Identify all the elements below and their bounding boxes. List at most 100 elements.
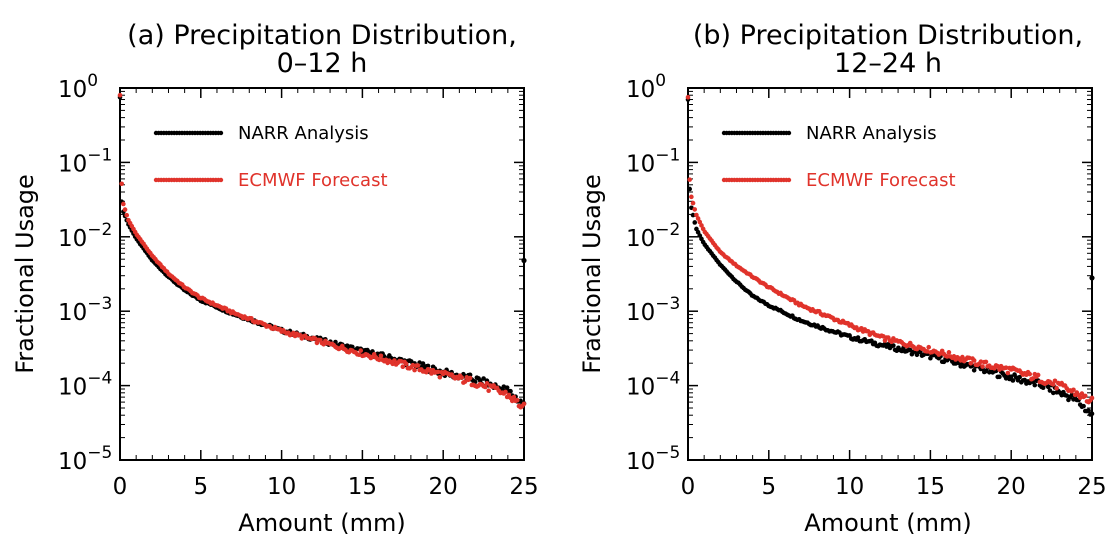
series-ecmwf [685, 95, 1095, 405]
panel-a-series [117, 92, 527, 410]
panel-a-legend-ecmwf-label: ECMWF Forecast [238, 170, 388, 191]
panel-b-subtitle: 12–24 h [834, 48, 942, 79]
data-point [971, 367, 977, 373]
y-tick-label: 10−2 [58, 220, 112, 252]
x-tick-label: 20 [429, 474, 458, 500]
y-tick-label: 100 [626, 71, 666, 103]
data-point [1054, 385, 1059, 391]
x-tick-label: 10 [835, 474, 864, 500]
panel-a-y-axis-label: Fractional Usage [11, 174, 39, 374]
data-point [1008, 374, 1014, 379]
series-ecmwf [117, 92, 527, 410]
data-point [1082, 393, 1088, 399]
panel-a: (a) Precipitation Distribution, 0–12 h 0… [11, 20, 539, 537]
x-tick-label: 5 [193, 474, 208, 500]
data-point [482, 384, 488, 390]
panel-a-legend-ecmwf-marker [153, 177, 224, 183]
panel-b-legend-narr-label: NARR Analysis [806, 123, 937, 144]
data-point [978, 359, 984, 364]
data-point [983, 359, 989, 365]
data-point [1071, 387, 1076, 393]
data-point [521, 401, 527, 407]
data-point [392, 358, 397, 363]
series-narr [685, 97, 1095, 417]
data-point [1052, 378, 1058, 384]
data-point [697, 219, 703, 225]
data-point [891, 343, 896, 348]
data-point [968, 360, 974, 366]
data-point [486, 388, 491, 394]
data-point [484, 381, 490, 386]
data-point [124, 212, 130, 218]
data-point [1081, 403, 1086, 409]
data-point [980, 364, 985, 369]
panel-a-title: (a) Precipitation Distribution, [127, 20, 517, 51]
y-tick-label: 10−5 [58, 443, 112, 475]
data-point [509, 398, 515, 404]
data-point [1050, 382, 1056, 387]
data-point [687, 177, 692, 182]
legend-dot [218, 177, 224, 183]
data-point [926, 344, 932, 350]
data-point [1089, 395, 1095, 401]
panel-b-series [685, 95, 1095, 417]
data-point [690, 200, 696, 206]
data-point [946, 350, 952, 355]
y-tick-label: 10−1 [626, 145, 680, 177]
data-point [855, 335, 861, 340]
data-point-outlier [521, 257, 527, 264]
panel-b: (b) Precipitation Distribution, 12–24 h … [578, 20, 1107, 537]
data-point [695, 216, 701, 221]
panel-b-x-axis-label: Amount (mm) [804, 509, 971, 537]
data-point [1005, 370, 1011, 376]
panel-a-ticks: 0 5 10 15 20 25 100 10−1 10−2 10−3 10−4 10−5 [58, 71, 539, 500]
y-tick-label: 10−1 [58, 145, 112, 177]
data-point [467, 375, 473, 381]
data-point [694, 212, 699, 218]
data-point [1045, 384, 1051, 390]
data-point [420, 361, 426, 366]
data-point [1050, 390, 1056, 396]
data-point [504, 385, 510, 390]
data-point [907, 347, 913, 353]
data-point [412, 367, 417, 373]
y-tick-label: 10−4 [58, 369, 112, 401]
data-point [692, 207, 698, 212]
data-point [378, 353, 384, 359]
legend-dot [786, 130, 792, 136]
data-point [467, 372, 473, 378]
data-point [690, 212, 696, 218]
legend-dot [786, 177, 792, 183]
data-point [462, 379, 468, 384]
panel-b-legend: NARR Analysis ECMWF Forecast [721, 123, 956, 191]
data-point [987, 369, 992, 375]
panel-b-y-axis-label: Fractional Usage [578, 174, 606, 374]
x-tick-label: 5 [761, 474, 776, 500]
data-point [944, 354, 950, 359]
x-tick-label: 0 [681, 474, 696, 500]
data-point [122, 207, 128, 212]
data-point [869, 338, 874, 343]
data-point [971, 358, 977, 363]
data-point [508, 388, 513, 394]
data-point [1040, 385, 1046, 391]
x-tick-label: 25 [1077, 474, 1106, 500]
y-tick-label: 10−4 [626, 369, 680, 401]
data-point [511, 394, 517, 400]
x-tick-label: 10 [267, 474, 296, 500]
x-tick-label: 20 [997, 474, 1026, 500]
legend-dot [218, 130, 224, 136]
panel-a-subtitle: 0–12 h [277, 48, 368, 79]
data-point [503, 389, 508, 395]
panel-a-plot-frame [119, 87, 525, 461]
panel-a-legend: NARR Analysis ECMWF Forecast [153, 123, 388, 191]
data-point [685, 95, 691, 100]
data-point [1035, 372, 1041, 378]
y-tick-label: 10−3 [58, 294, 112, 326]
panel-a-legend-narr-label: NARR Analysis [238, 123, 369, 144]
panel-b-legend-ecmwf-label: ECMWF Forecast [806, 170, 956, 191]
x-tick-label: 25 [509, 474, 538, 500]
x-tick-label: 15 [348, 474, 377, 500]
data-point [117, 92, 123, 98]
